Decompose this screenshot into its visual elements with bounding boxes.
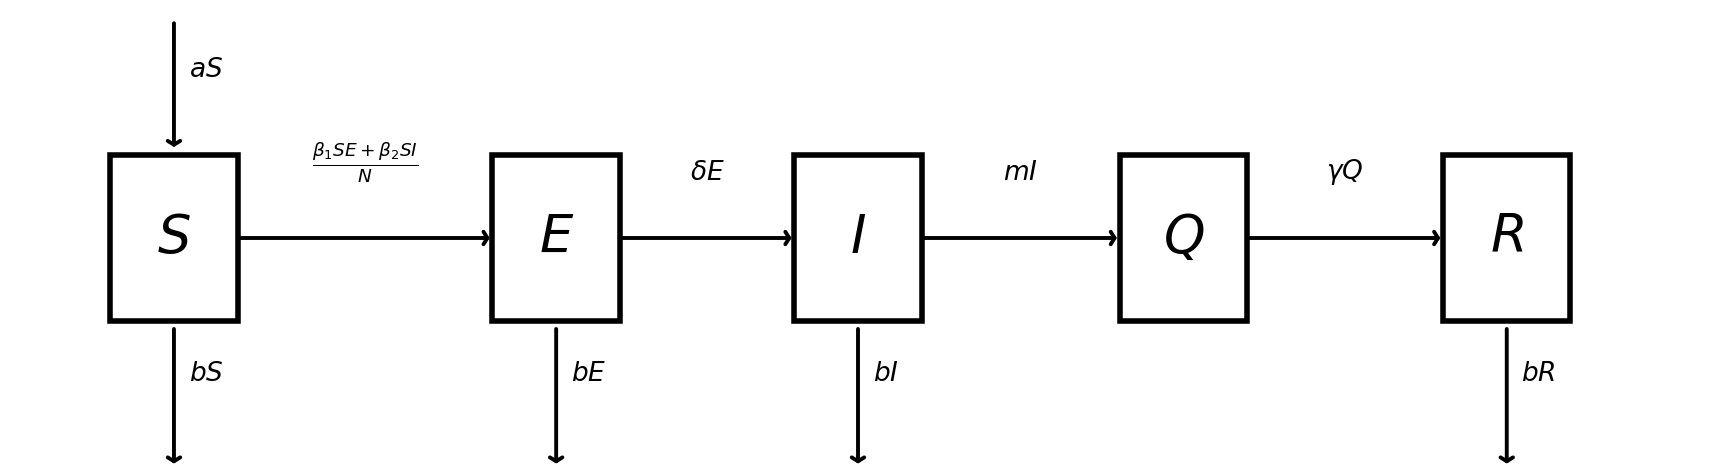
Text: $bS$: $bS$ <box>189 361 223 386</box>
Bar <box>110 155 237 321</box>
Text: $bE$: $bE$ <box>571 361 606 386</box>
Bar <box>795 155 921 321</box>
Text: $I$: $I$ <box>849 212 867 264</box>
Text: $\delta E$: $\delta E$ <box>690 160 724 185</box>
Text: $aS$: $aS$ <box>189 57 223 82</box>
Text: $R$: $R$ <box>1489 212 1524 264</box>
Bar <box>1443 155 1570 321</box>
Text: $\frac{\beta_1 SE + \beta_2 SI}{N}$: $\frac{\beta_1 SE + \beta_2 SI}{N}$ <box>312 140 419 185</box>
Text: $S$: $S$ <box>158 212 190 264</box>
Bar <box>1119 155 1248 321</box>
Text: $bR$: $bR$ <box>1522 361 1556 386</box>
Text: $bI$: $bI$ <box>873 361 899 386</box>
Text: $\gamma Q$: $\gamma Q$ <box>1326 158 1364 188</box>
Text: $mI$: $mI$ <box>1004 160 1038 185</box>
Text: $Q$: $Q$ <box>1163 212 1205 264</box>
Bar <box>492 155 619 321</box>
Text: $E$: $E$ <box>539 212 573 264</box>
